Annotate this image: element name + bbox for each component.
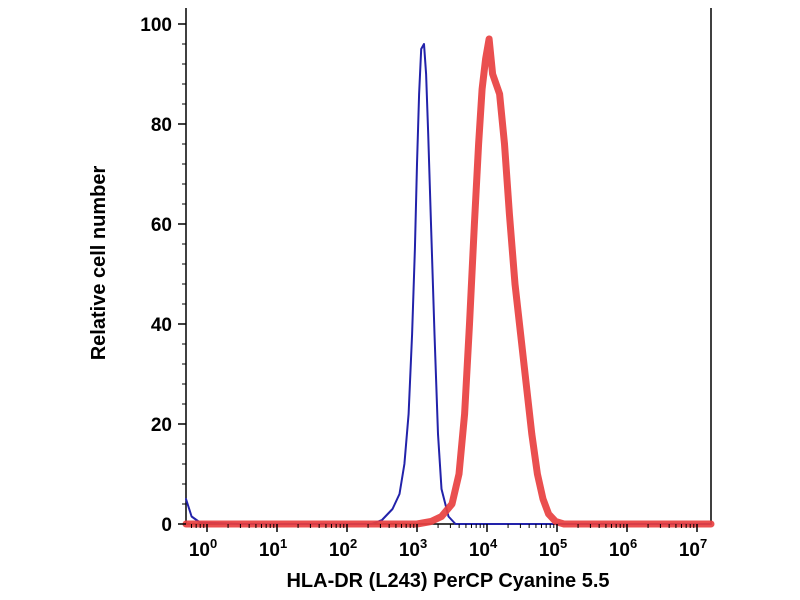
series-line-red	[182, 35, 715, 528]
series-line-blue	[185, 43, 712, 525]
series-layer	[182, 35, 715, 528]
x-tick-label: 101	[259, 536, 287, 561]
x-tick-label: 103	[399, 536, 427, 561]
y-tick-label: 100	[140, 15, 172, 36]
x-tick-label: 104	[469, 536, 498, 561]
x-axis-title: HLA-DR (L243) PerCP Cyanine 5.5	[286, 570, 609, 592]
x-tick-label: 106	[609, 536, 637, 561]
y-tick-label: 40	[151, 315, 172, 336]
x-tick-label: 107	[679, 536, 707, 561]
y-tick-label: 80	[151, 115, 172, 136]
y-axis-title: Relative cell number	[88, 166, 110, 361]
y-tick-label: 20	[151, 415, 172, 436]
x-tick-label: 102	[329, 536, 357, 561]
x-tick-label: 100	[189, 536, 217, 561]
x-tick-label: 105	[539, 536, 567, 561]
plot-frame	[185, 8, 712, 525]
y-tick-label: 60	[151, 215, 172, 236]
x-axis: 100 101 102 103 104 105 106 107	[189, 524, 707, 561]
y-tick-label: 0	[161, 515, 172, 536]
y-axis: 0 20 40 60 80 100	[140, 15, 186, 536]
